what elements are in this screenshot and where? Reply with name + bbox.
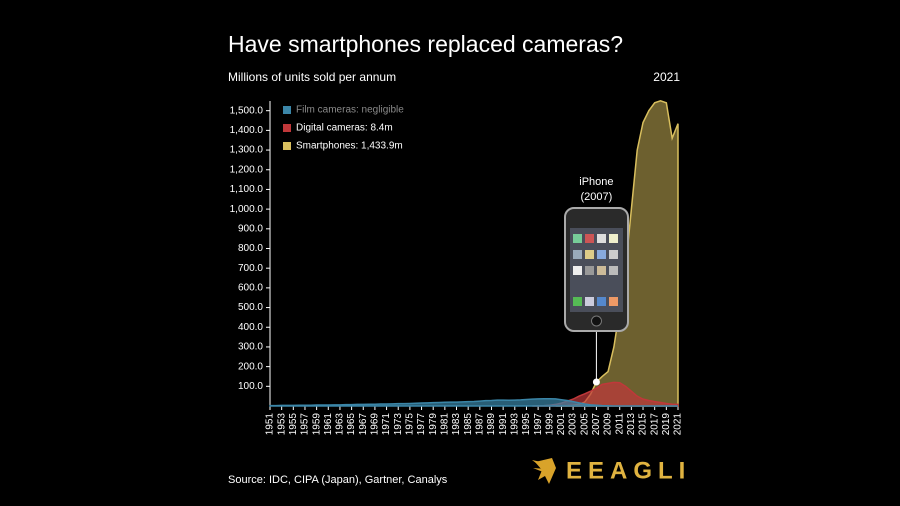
x-tick-label: 2011 (614, 413, 625, 435)
x-tick-label: 1963 (335, 413, 346, 436)
x-tick-label: 2001 (556, 413, 567, 436)
annotation-text: (2007) (581, 191, 613, 203)
legend-label: Smartphones: 1,433.9m (296, 141, 403, 152)
x-tick-label: 1975 (405, 413, 416, 436)
x-tick-label: 1951 (265, 413, 276, 436)
x-tick-label: 2015 (638, 413, 649, 436)
x-tick-label: 1983 (451, 413, 462, 436)
x-tick-label: 2017 (649, 413, 660, 436)
y-tick-label: 600.0 (238, 283, 263, 294)
y-tick-label: 300.0 (238, 342, 263, 353)
x-tick-label: 2009 (603, 413, 614, 436)
y-tick-label: 400.0 (238, 322, 263, 333)
subtitle: Millions of units sold per annum (228, 70, 396, 84)
legend-label: Film cameras: negligible (296, 105, 404, 116)
x-tick-label: 1959 (311, 413, 322, 436)
y-tick-label: 800.0 (238, 243, 263, 254)
x-tick-label: 2007 (591, 413, 602, 436)
area (269, 397, 678, 407)
y-tick-label: 100.0 (238, 381, 263, 392)
x-tick-label: 1997 (533, 413, 544, 436)
legend-swatch (283, 106, 291, 114)
y-tick-label: 700.0 (238, 263, 263, 274)
x-tick-label: 1955 (288, 413, 299, 436)
annotation-text: iPhone (579, 176, 613, 188)
x-tick-label: 1973 (393, 413, 404, 436)
legend-label: Digital cameras: 8.4m (296, 123, 393, 134)
y-tick-label: 1,100.0 (230, 184, 264, 195)
x-tick-label: 1977 (416, 413, 427, 436)
logo-text: EEAGLI (566, 457, 691, 484)
x-tick-label: 2013 (626, 413, 637, 436)
x-tick-label: 1957 (300, 413, 311, 436)
y-tick-label: 1,000.0 (230, 204, 264, 215)
y-tick-label: 900.0 (238, 223, 263, 234)
x-tick-label: 1991 (498, 413, 509, 436)
iphone-illustration (564, 207, 629, 332)
y-tick-label: 500.0 (238, 302, 263, 313)
plot-area: 100.0 200.0 300.0 400.0 500.0 600.0 700.0 800.0… (230, 100, 684, 436)
x-tick-label: 1965 (346, 413, 357, 436)
x-tick-label: 1995 (521, 413, 532, 436)
y-tick-label: 1,400.0 (230, 125, 264, 136)
x-tick-label: 1989 (486, 413, 497, 436)
x-tick-label: 1969 (370, 413, 381, 436)
x-tick-label: 1967 (358, 413, 369, 436)
year-label: 2021 (653, 70, 680, 84)
x-tick-label: 1985 (463, 413, 474, 436)
y-tick-label: 1,300.0 (230, 145, 264, 156)
source: Source: IDC, CIPA (Japan), Gartner, Cana… (228, 474, 448, 486)
x-tick-label: 2003 (568, 413, 579, 436)
annotation-point (592, 378, 600, 386)
y-tick-label: 200.0 (238, 361, 263, 372)
y-tick-label: 1,500.0 (230, 105, 264, 116)
x-tick-label: 2021 (673, 413, 684, 436)
legend-swatch (283, 142, 291, 150)
legend-swatch (283, 124, 291, 132)
x-tick-label: 1979 (428, 413, 439, 436)
x-tick-label: 1971 (381, 413, 392, 436)
x-tick-label: 1961 (323, 413, 334, 436)
chart-title: Have smartphones replaced cameras? (228, 31, 623, 57)
x-tick-label: 1999 (544, 413, 555, 436)
x-tick-label: 1987 (474, 413, 485, 436)
x-tick-label: 2005 (579, 413, 590, 436)
x-tick-label: 1953 (276, 413, 287, 436)
y-tick-label: 1,200.0 (230, 164, 264, 175)
x-tick-label: 2019 (661, 413, 672, 436)
x-tick-label: 1993 (509, 413, 520, 436)
x-tick-label: 1981 (439, 413, 450, 436)
logo-icon (532, 458, 556, 484)
